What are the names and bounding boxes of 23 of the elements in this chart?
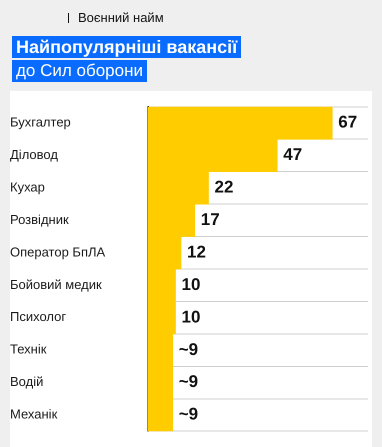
data-label: 47 [283, 145, 302, 164]
data-label: ~9 [178, 372, 198, 392]
data-label: 10 [182, 274, 200, 294]
y-tick-label: Діловод [10, 147, 58, 162]
y-tick-label: Механік [10, 406, 58, 422]
chart-title: Найпопулярніші вакансії [12, 36, 242, 58]
y-tick-label: Розвідник [10, 212, 69, 227]
text: Воєнний найм [78, 10, 164, 25]
data-label: 12 [187, 242, 206, 262]
y-tick-label: Водій [10, 374, 44, 390]
y-tick-label: Технік [10, 342, 47, 357]
data-label: 10 [182, 307, 200, 326]
y-tick-label: Психолог [10, 309, 66, 324]
data-label: 17 [200, 210, 220, 230]
data-label: 67 [338, 112, 358, 132]
y-tick-label: Бойовий медик [10, 276, 102, 292]
data-label: 22 [214, 178, 234, 197]
y-tick-label: Кухар [10, 179, 45, 194]
y-tick-label: Оператор БпЛА [10, 244, 106, 260]
data-label: ~9 [178, 404, 198, 424]
y-tick-label: Бухгалтер [10, 114, 71, 130]
data-label: ~9 [178, 340, 198, 359]
chart-subtitle: до Сил оборони [12, 60, 147, 82]
